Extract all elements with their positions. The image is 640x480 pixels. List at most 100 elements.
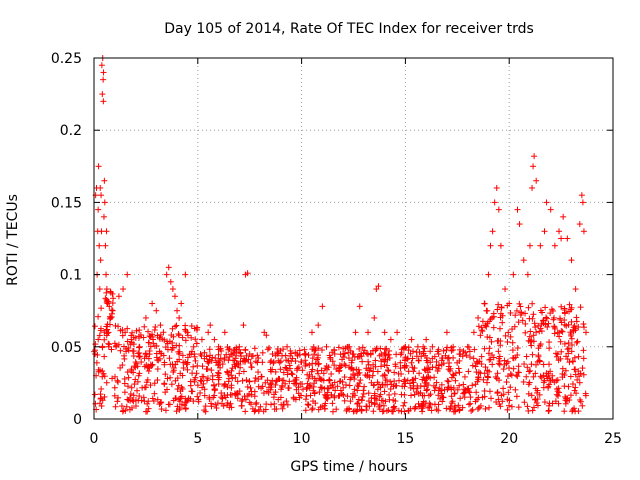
- y-axis-label: ROTI / TECUs: [5, 194, 21, 286]
- data-point: [98, 385, 105, 392]
- data-point: [535, 352, 542, 359]
- data-point: [102, 242, 109, 249]
- data-point: [481, 345, 488, 352]
- data-point: [500, 385, 507, 392]
- data-point: [474, 358, 481, 365]
- data-point: [182, 337, 189, 344]
- data-point: [381, 362, 388, 369]
- data-point: [537, 373, 544, 380]
- data-point: [161, 380, 168, 387]
- data-point: [498, 304, 505, 311]
- data-point: [160, 329, 167, 336]
- data-point: [166, 355, 173, 362]
- x-tick-label: 20: [500, 431, 518, 447]
- data-point: [267, 381, 274, 388]
- data-point: [191, 353, 198, 360]
- data-point: [562, 397, 569, 404]
- data-point: [554, 388, 561, 395]
- data-point: [306, 372, 313, 379]
- data-point: [117, 327, 124, 334]
- data-point: [244, 383, 251, 390]
- data-point: [550, 316, 557, 323]
- data-point: [333, 406, 340, 413]
- data-point: [358, 397, 365, 404]
- data-point: [252, 407, 259, 414]
- data-point: [533, 329, 540, 336]
- data-point: [439, 394, 446, 401]
- data-point: [315, 345, 322, 352]
- data-point: [323, 343, 330, 350]
- data-point: [231, 361, 238, 368]
- data-point: [388, 408, 395, 415]
- data-point: [284, 343, 291, 350]
- data-point: [144, 400, 151, 407]
- data-point: [567, 373, 574, 380]
- data-point: [466, 348, 473, 355]
- data-point: [381, 372, 388, 379]
- data-point: [210, 382, 217, 389]
- data-point: [475, 323, 482, 330]
- data-point: [306, 362, 313, 369]
- data-point: [201, 407, 208, 414]
- data-point: [345, 355, 352, 362]
- data-point: [103, 379, 110, 386]
- data-point: [484, 379, 491, 386]
- data-point: [460, 348, 467, 355]
- data-point: [535, 322, 542, 329]
- data-point: [225, 357, 232, 364]
- data-point: [288, 350, 295, 357]
- data-point: [559, 374, 566, 381]
- data-point: [514, 352, 521, 359]
- data-point: [115, 323, 122, 330]
- data-point: [575, 324, 582, 331]
- data-point: [248, 353, 255, 360]
- data-point: [398, 346, 405, 353]
- data-point: [489, 228, 496, 235]
- data-point: [191, 325, 198, 332]
- data-point: [469, 362, 476, 369]
- data-point: [134, 387, 141, 394]
- data-point: [197, 377, 204, 384]
- data-point: [165, 401, 172, 408]
- data-point: [488, 338, 495, 345]
- data-point: [546, 339, 553, 346]
- data-point: [486, 356, 493, 363]
- data-point: [111, 392, 118, 399]
- data-point: [92, 341, 99, 348]
- data-point: [470, 329, 477, 336]
- data-point: [295, 390, 302, 397]
- data-point: [556, 228, 563, 235]
- data-point: [112, 403, 119, 410]
- data-point: [133, 360, 140, 367]
- data-point: [416, 370, 423, 377]
- data-point: [564, 346, 571, 353]
- data-point: [176, 406, 183, 413]
- data-point: [254, 359, 261, 366]
- data-point: [496, 361, 503, 368]
- data-point: [243, 377, 250, 384]
- data-point: [348, 374, 355, 381]
- data-point: [242, 408, 249, 415]
- data-point: [387, 378, 394, 385]
- data-point: [143, 362, 150, 369]
- data-point: [208, 403, 215, 410]
- data-point: [132, 364, 139, 371]
- data-point: [302, 352, 309, 359]
- data-point: [211, 336, 218, 343]
- data-point: [394, 329, 401, 336]
- data-point: [309, 405, 316, 412]
- data-point: [111, 340, 118, 347]
- data-point: [154, 366, 161, 373]
- data-point: [507, 309, 514, 316]
- data-point: [149, 333, 156, 340]
- data-point: [151, 326, 158, 333]
- x-tick-label: 25: [604, 431, 622, 447]
- data-point: [226, 345, 233, 352]
- data-point: [94, 351, 101, 358]
- data-point: [460, 381, 467, 388]
- data-point: [109, 375, 116, 382]
- data-point: [517, 303, 524, 310]
- data-point: [505, 329, 512, 336]
- data-point: [309, 398, 316, 405]
- data-point: [495, 355, 502, 362]
